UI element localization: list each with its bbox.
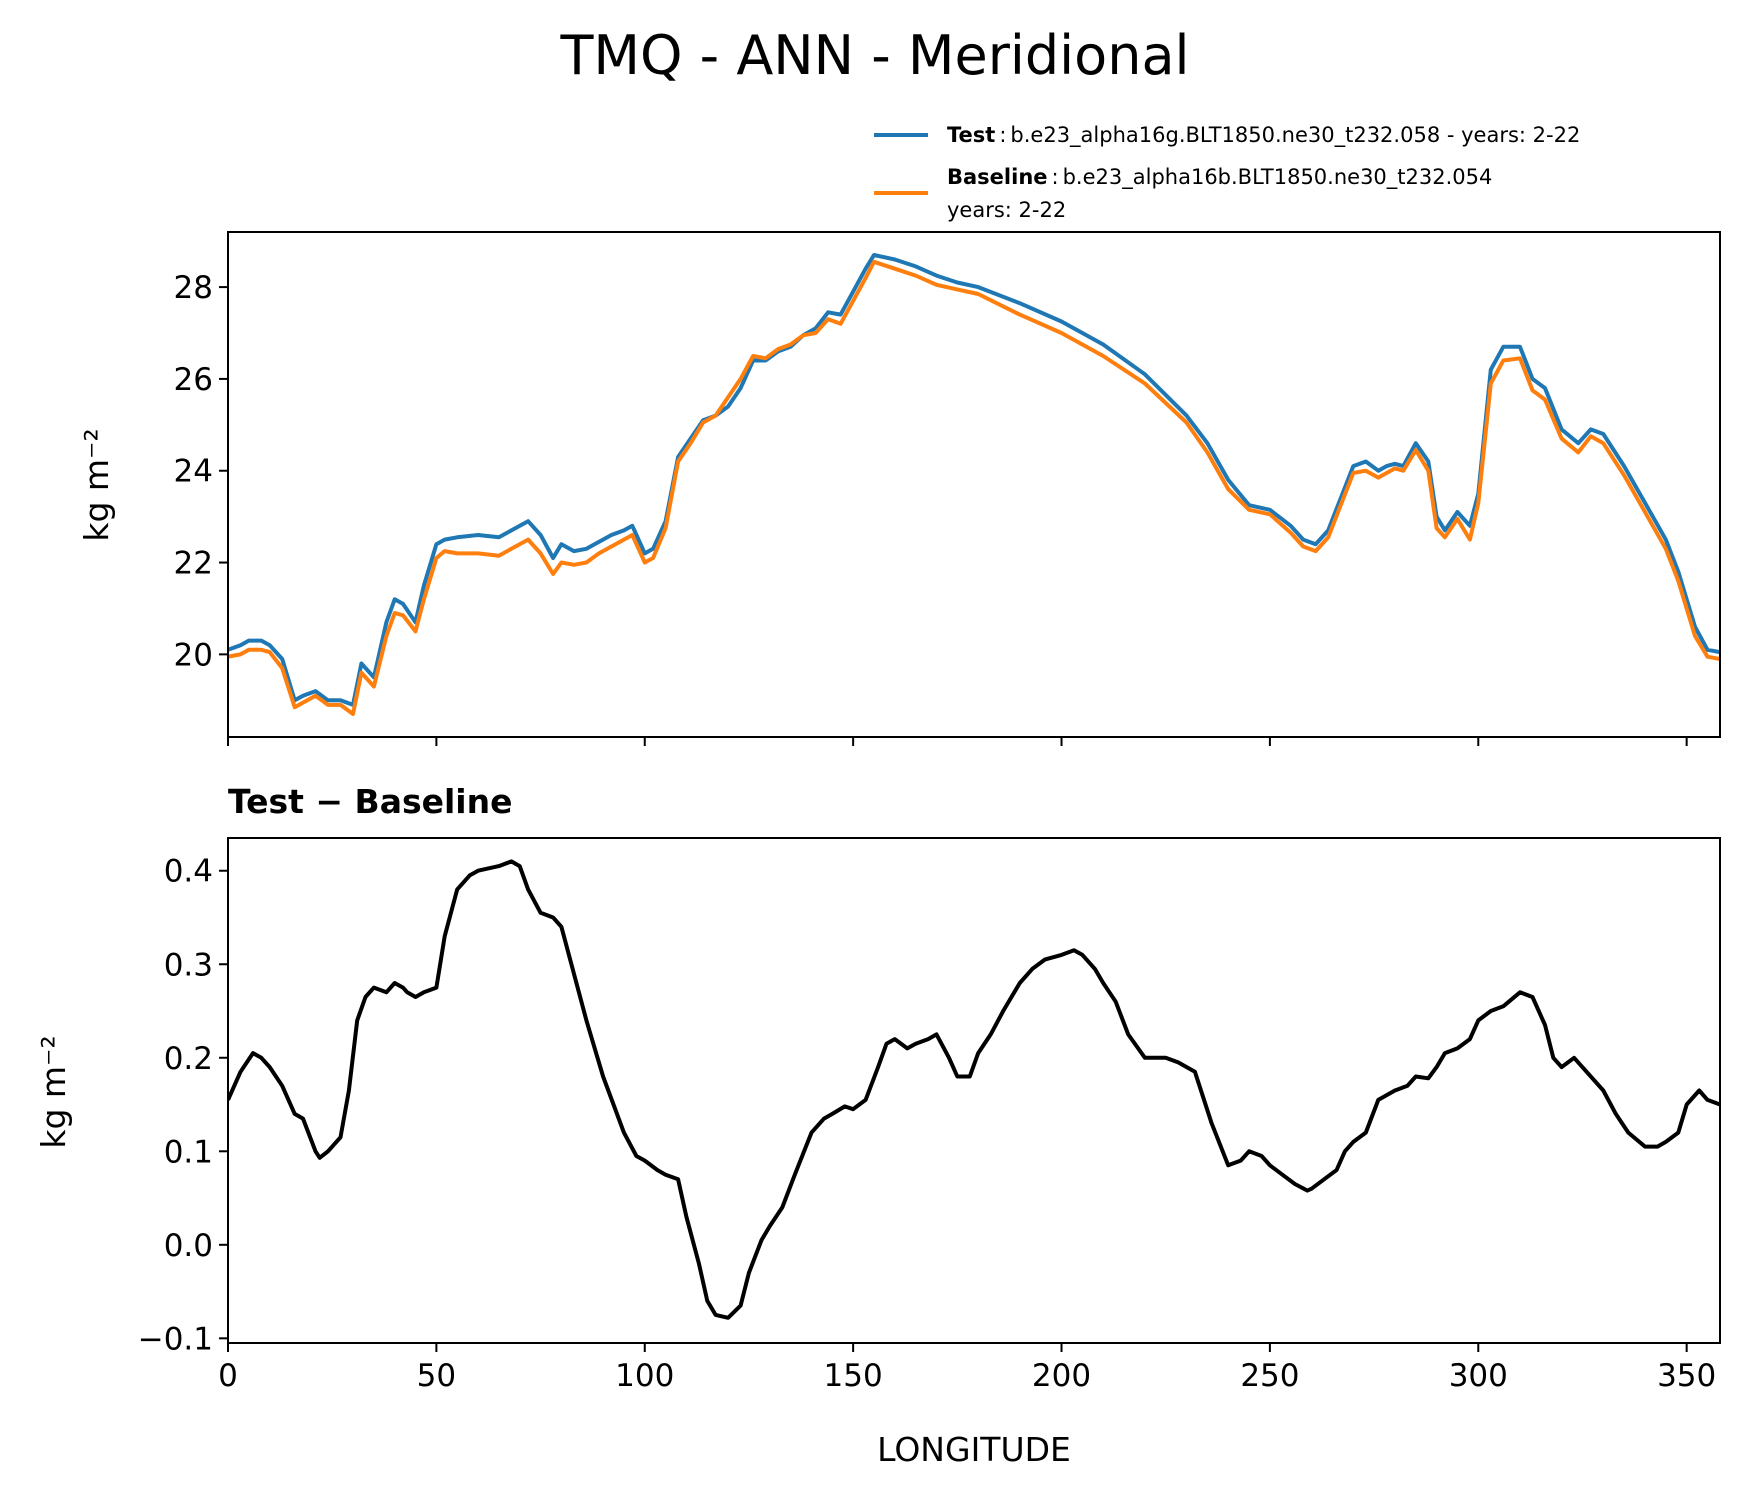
- bottom-y-tick-label: 0.0: [164, 1228, 213, 1264]
- legend-baseline-name: Baseline: [947, 165, 1048, 189]
- legend-entry-test: Test: b.e23_alpha16g.BLT1850.ne30_t232.05…: [947, 123, 1580, 148]
- legend-test-name: Test: [947, 123, 995, 147]
- top-y-axis-label: kg m⁻²: [77, 428, 116, 541]
- top-panel: 20 22 24 26 28 kg m⁻²: [77, 231, 1721, 746]
- top-y-tick-label: 28: [174, 270, 213, 306]
- top-y-tick-label: 22: [174, 546, 213, 582]
- bottom-y-tick-label: 0.4: [164, 854, 213, 890]
- top-series-line-test: [228, 253, 1720, 707]
- bottom-x-tick-label: 250: [1240, 1358, 1299, 1394]
- top-y-tick-label: 26: [174, 362, 213, 398]
- top-axes-frame: [227, 231, 1721, 738]
- top-y-tick-label: 20: [174, 637, 213, 673]
- bottom-series: [228, 859, 1720, 1320]
- bottom-axes-frame: [227, 837, 1721, 1344]
- bottom-y-tick-label: 0.3: [164, 947, 213, 983]
- bottom-x-tick-label: 350: [1657, 1358, 1716, 1394]
- bottom-y-tick-label: 0.1: [164, 1134, 213, 1170]
- bottom-panel-title: Test − Baseline: [228, 782, 513, 821]
- bottom-x-tick-label: 100: [615, 1358, 674, 1394]
- top-series-line-baseline: [228, 259, 1720, 716]
- legend-entry-baseline: Baseline: b.e23_alpha16b.BLT1850.ne30_t23…: [947, 165, 1492, 190]
- bottom-x-axis-label: LONGITUDE: [877, 1430, 1071, 1469]
- figure-title: TMQ - ANN - Meridional: [559, 24, 1189, 87]
- top-grid-ticks: 20 22 24 26 28: [174, 270, 1688, 746]
- bottom-y-tick-label: −0.1: [138, 1321, 213, 1357]
- legend-baseline-years: years: 2-22: [947, 198, 1066, 222]
- bottom-x-tick-label: 300: [1449, 1358, 1508, 1394]
- bottom-y-tick-label: 0.2: [164, 1041, 213, 1077]
- bottom-x-tick-label: 200: [1032, 1358, 1091, 1394]
- legend-test-desc: b.e23_alpha16g.BLT1850.ne30_t232.058 - y…: [1010, 123, 1580, 148]
- top-series: [228, 253, 1720, 716]
- legend-baseline-desc: b.e23_alpha16b.BLT1850.ne30_t232.054: [1063, 165, 1493, 190]
- bottom-x-tick-label: 0: [218, 1358, 238, 1394]
- bottom-x-tick-label: 50: [417, 1358, 456, 1394]
- legend-test-separator: :: [999, 123, 1006, 147]
- bottom-x-tick-label: 150: [824, 1358, 883, 1394]
- bottom-series-line-test-baseline: [228, 859, 1720, 1320]
- bottom-y-axis-label: kg m⁻²: [34, 1035, 73, 1148]
- legend: Test: b.e23_alpha16g.BLT1850.ne30_t232.05…: [874, 123, 1580, 222]
- bottom-grid-ticks: −0.1 0.0 0.1 0.2 0.3 0.4 0 50 100 150 200 250 300 350: [138, 854, 1717, 1394]
- bottom-panel: Test − Baseline −0.1 0.0 0.1 0.2 0.3 0.4 0 50 10…: [34, 782, 1721, 1469]
- top-y-tick-label: 24: [174, 454, 213, 490]
- legend-baseline-separator: :: [1052, 165, 1059, 189]
